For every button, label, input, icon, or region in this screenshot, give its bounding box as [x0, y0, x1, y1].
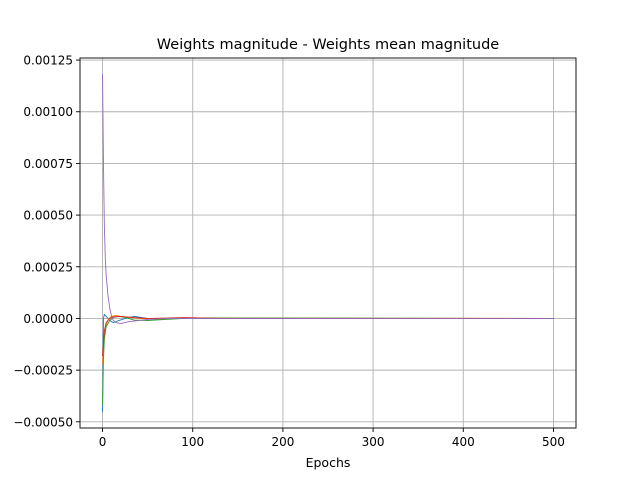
- x-axis-label: Epochs: [306, 455, 351, 470]
- y-tick-label: 0.00100: [23, 105, 73, 119]
- series-line-1: [102, 313, 554, 412]
- y-tick-label: −0.00025: [13, 364, 73, 378]
- y-tick-label: 0.00125: [23, 54, 73, 68]
- chart-title: Weights magnitude - Weights mean magnitu…: [157, 37, 499, 53]
- x-tick-label: 300: [362, 435, 385, 449]
- x-tick-label: 100: [181, 435, 204, 449]
- axis-ticks: 0 100 200 300 400 500 −0.00050 −0.00025 0.00000 0…: [13, 54, 565, 449]
- x-tick-label: 500: [542, 435, 565, 449]
- x-tick-label: 0: [99, 435, 107, 449]
- series-line-2: [102, 314, 554, 365]
- plot-frame: [79, 57, 577, 429]
- x-tick-label: 400: [452, 435, 475, 449]
- series-line-3: [102, 315, 554, 406]
- y-tick-label: 0.00000: [23, 312, 73, 326]
- y-tick-label: 0.00050: [23, 209, 73, 223]
- gridlines: [80, 58, 576, 428]
- y-tick-label: −0.00050: [13, 415, 73, 429]
- y-tick-label: 0.00075: [23, 157, 73, 171]
- x-tick-label: 200: [271, 435, 294, 449]
- series-line-5: [102, 74, 554, 325]
- series-line-4: [102, 315, 554, 357]
- series-layer: [102, 74, 554, 412]
- y-tick-label: 0.00025: [23, 260, 73, 274]
